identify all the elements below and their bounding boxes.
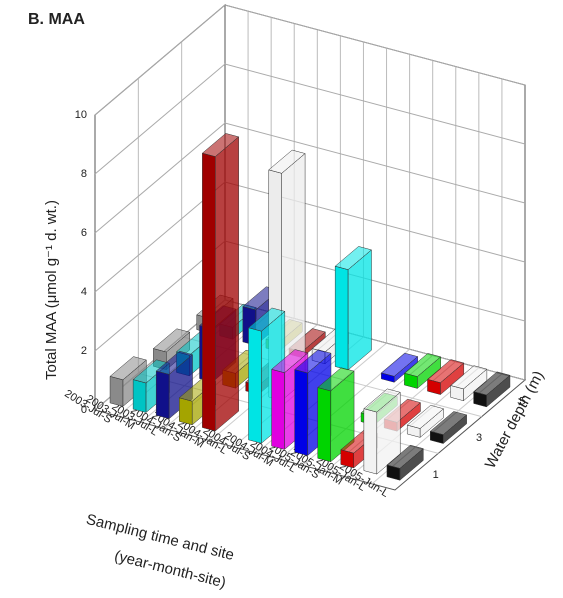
bar-top <box>450 365 488 390</box>
bar-top <box>268 149 306 174</box>
bar-top <box>109 356 147 381</box>
bar-top <box>363 388 401 413</box>
bar <box>201 133 240 432</box>
bar-front <box>202 152 216 432</box>
bar-top <box>334 246 373 270</box>
bar-front <box>155 370 170 419</box>
y-axis-label: Total MAA (μmol g⁻¹ d. wt.) <box>43 200 60 380</box>
bar-top <box>155 350 194 375</box>
bar-top <box>426 359 465 384</box>
bar-front <box>248 327 262 444</box>
grid-line <box>94 63 526 175</box>
bar-top <box>247 307 286 332</box>
y-tick-label: 0 <box>81 404 87 416</box>
y-tick-label: 10 <box>75 109 87 121</box>
grid-line <box>94 122 526 234</box>
z-tick-label: 1 <box>433 469 439 481</box>
bar <box>473 371 511 408</box>
bar-front <box>271 368 285 450</box>
bar-front <box>109 376 124 407</box>
bar <box>426 359 465 396</box>
y-tick-label: 4 <box>81 286 87 298</box>
bar-top <box>380 352 419 377</box>
bar-front <box>317 387 331 463</box>
bar <box>363 388 401 475</box>
bar-top <box>294 349 332 374</box>
bar <box>450 365 488 402</box>
bar-top <box>403 353 442 377</box>
bar-top <box>271 349 309 374</box>
bar-front <box>334 265 349 371</box>
chart-title: B. MAA <box>28 11 85 28</box>
bar <box>380 352 419 383</box>
bar-side <box>347 249 372 371</box>
bar-side <box>215 136 239 432</box>
bar <box>429 411 468 445</box>
y-tick-label: 6 <box>81 227 87 239</box>
bar-top <box>386 444 424 469</box>
bar-front <box>132 379 147 413</box>
bar-front <box>179 397 193 426</box>
bar-top <box>406 405 445 429</box>
y-tick-label: 2 <box>81 345 87 357</box>
bar <box>386 444 424 481</box>
bar-top <box>152 328 191 353</box>
z-tick-label: 3 <box>476 432 482 444</box>
bar-front <box>294 369 308 456</box>
bar <box>406 405 445 438</box>
z-tick-label: 5 <box>519 395 525 407</box>
y-tick-label: 8 <box>81 168 87 180</box>
grid-line <box>94 4 526 116</box>
bar-top <box>201 133 240 157</box>
bar-front <box>363 408 378 475</box>
x-axis-label: Sampling time and site <box>84 511 235 564</box>
bar <box>317 367 355 463</box>
bar-top <box>473 371 511 396</box>
bar-top <box>429 411 468 435</box>
bar-top <box>317 367 355 392</box>
bar <box>334 246 373 371</box>
